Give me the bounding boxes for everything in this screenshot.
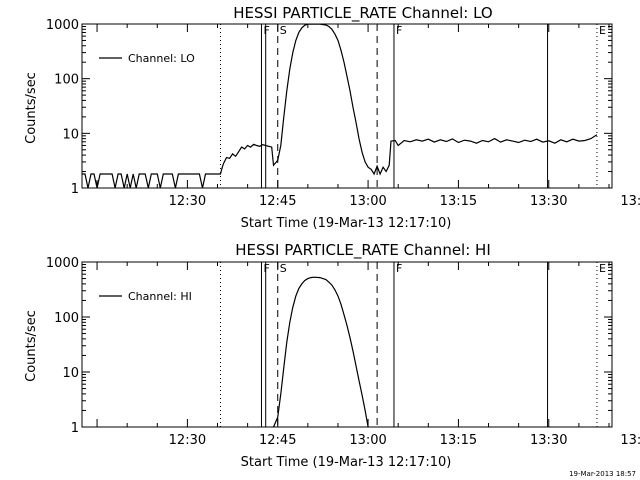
x-tick-label-hi: 12:30: [169, 433, 206, 448]
series-line-hi: [272, 276, 369, 427]
plot-frame-hi: [81, 261, 613, 428]
time-marker-label-hi: F: [263, 262, 269, 275]
legend-label-lo: Channel: LO: [128, 52, 195, 65]
x-tick-label-hi: 13:15: [440, 433, 477, 448]
y-tick-label-lo: 100: [54, 73, 79, 88]
time-marker-label-lo: S: [280, 24, 287, 37]
x-tick-label-lo: 13:15: [440, 194, 477, 209]
y-tick-label-hi: 1: [71, 421, 79, 436]
series-line-lo: [82, 24, 598, 188]
time-marker-label-hi: F: [396, 262, 402, 275]
x-axis-label-hi: Start Time (19-Mar-13 12:17:10): [241, 455, 452, 470]
y-tick-label-hi: 10: [62, 366, 79, 381]
time-marker-label-lo: F: [263, 24, 269, 37]
x-tick-label-lo: 13:45: [620, 194, 640, 209]
y-tick-label-lo: 1: [71, 182, 79, 197]
x-axis-label-lo: Start Time (19-Mar-13 12:17:10): [241, 216, 452, 231]
y-axis-label-lo: Counts/sec: [24, 72, 39, 144]
y-tick-label-lo: 1000: [46, 18, 79, 33]
x-tick-label-lo: 13:00: [349, 194, 386, 209]
chart-title-hi: HESSI PARTICLE_RATE Channel: HI: [235, 241, 491, 260]
y-tick-label-hi: 1000: [46, 256, 79, 271]
x-tick-label-lo: 12:45: [259, 194, 296, 209]
plot-frame-lo: [81, 23, 613, 189]
time-marker-label-hi: E: [599, 262, 606, 275]
y-axis-label-hi: Counts/sec: [24, 310, 39, 382]
legend-label-hi: Channel: HI: [128, 290, 192, 303]
x-tick-label-hi: 13:30: [530, 433, 567, 448]
y-tick-label-lo: 10: [62, 127, 79, 142]
x-tick-label-lo: 13:30: [530, 194, 567, 209]
time-marker-label-hi: S: [280, 262, 287, 275]
x-tick-label-lo: 12:30: [169, 194, 206, 209]
time-marker-label-lo: E: [599, 24, 606, 37]
timestamp: 19-Mar-2013 18:57: [569, 470, 636, 478]
x-tick-label-hi: 12:45: [259, 433, 296, 448]
panel-lo-channel: HESSI PARTICLE_RATE Channel: LO Counts/s…: [24, 4, 640, 231]
time-marker-label-lo: F: [396, 24, 402, 37]
panel-hi-channel: HESSI PARTICLE_RATE Channel: HI Counts/s…: [24, 241, 640, 470]
x-tick-label-hi: 13:00: [349, 433, 386, 448]
y-tick-label-hi: 100: [54, 311, 79, 326]
x-tick-label-hi: 13:45: [620, 433, 640, 448]
chart-title-lo: HESSI PARTICLE_RATE Channel: LO: [233, 4, 492, 23]
